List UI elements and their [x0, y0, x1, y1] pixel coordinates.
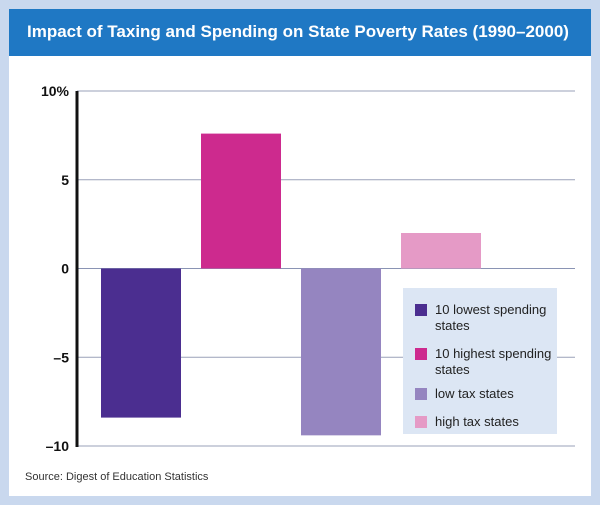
bar-1 [101, 268, 181, 418]
y-tick-label-1: 5 [61, 172, 69, 188]
bar-2 [201, 133, 281, 269]
legend-label-2: 10 highest spending states [435, 346, 552, 377]
chart-title: Impact of Taxing and Spending on State P… [27, 22, 569, 41]
legend: 10 lowest spending states 10 highest spen… [403, 288, 557, 434]
y-tick-label-2: 0 [61, 261, 69, 277]
title-bar: Impact of Taxing and Spending on State P… [9, 9, 591, 56]
source-note: Source: Digest of Education Statistics [25, 471, 209, 483]
bar-3 [301, 268, 381, 436]
legend-swatch-2 [415, 348, 427, 360]
legend-label-1: 10 lowest spending states [435, 302, 547, 333]
legend-swatch-4 [415, 416, 427, 428]
y-tick-label-4: –10 [46, 438, 70, 454]
legend-label-3: low tax states [435, 386, 514, 401]
bar-4 [401, 233, 481, 269]
legend-swatch-3 [415, 388, 427, 400]
y-tick-label-0: 10% [41, 83, 70, 99]
y-tick-label-3: –5 [53, 349, 69, 365]
legend-swatch-1 [415, 304, 427, 316]
bar-chart: 10% 5 0 –5 –10 [41, 83, 575, 454]
legend-label-4: high tax states [435, 414, 519, 429]
chart-frame: Impact of Taxing and Spending on State P… [9, 9, 591, 496]
